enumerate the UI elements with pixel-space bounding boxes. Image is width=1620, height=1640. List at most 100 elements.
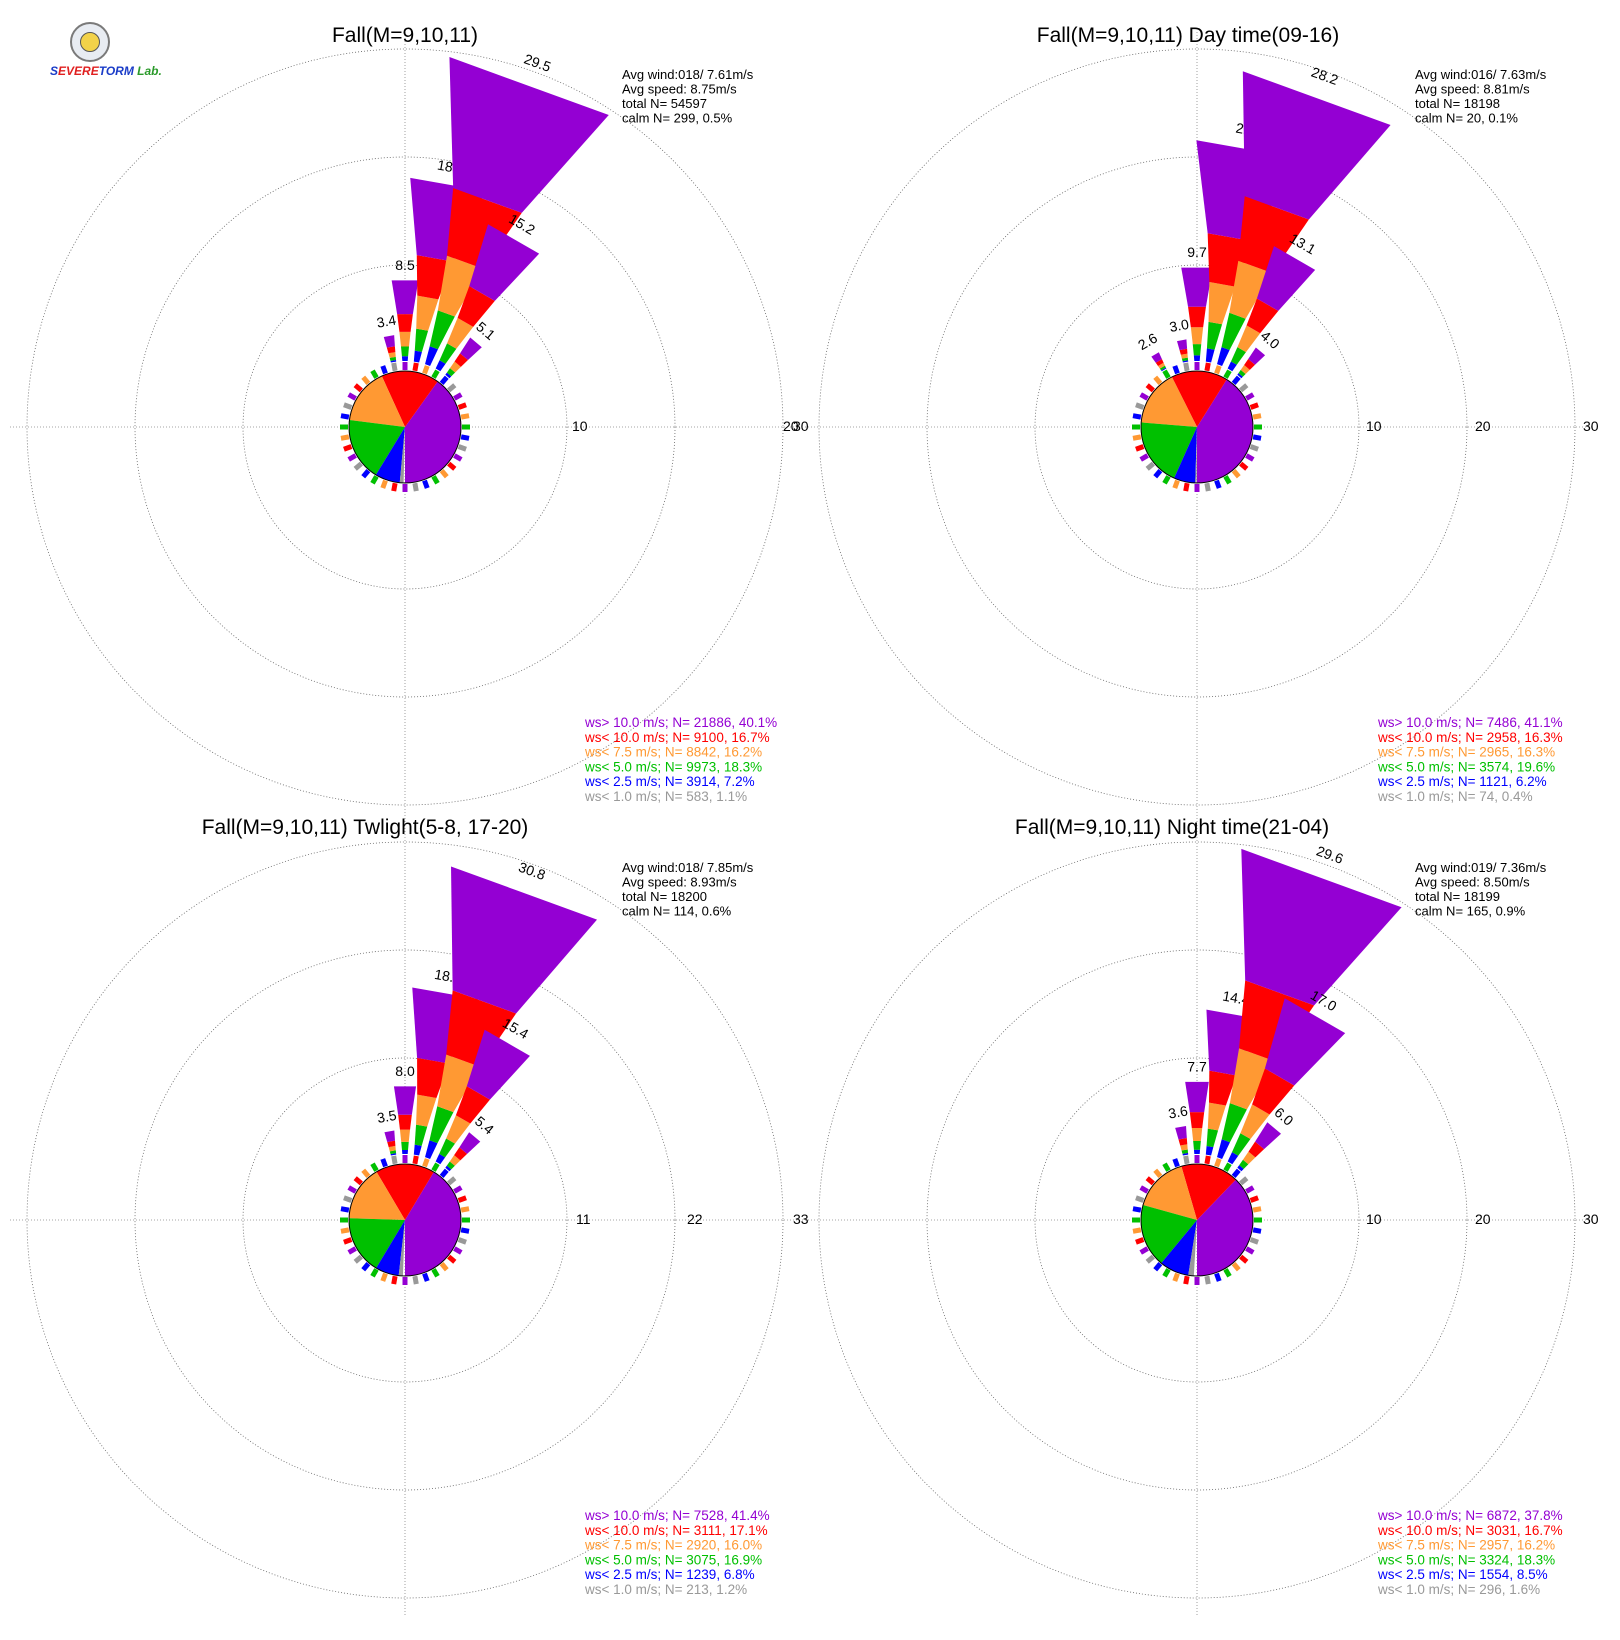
hub-tick xyxy=(1132,413,1142,420)
pie-slice xyxy=(375,427,405,483)
hub-tick xyxy=(1172,479,1180,489)
petal-segment xyxy=(399,1129,411,1142)
hub-tick xyxy=(431,369,440,379)
petal-segment xyxy=(397,314,413,332)
legend-entry: ws< 5.0 m/s; N= 9973, 18.3% xyxy=(584,759,762,774)
petal-segment xyxy=(1238,369,1246,377)
hub-tick xyxy=(1132,1206,1142,1213)
hub-tick xyxy=(1249,1195,1259,1203)
hub-tick xyxy=(1153,1168,1163,1178)
petal-segment xyxy=(446,187,522,269)
hub-tick xyxy=(353,461,363,471)
hub-tick xyxy=(380,1158,388,1168)
pie-slice xyxy=(349,1171,405,1220)
petal-segment xyxy=(439,343,457,364)
hub-tick xyxy=(447,461,457,471)
petal-label: 2.6 xyxy=(1135,329,1160,353)
chart-title: Fall(M=9,10,11) Twlight(5-8, 17-20) xyxy=(202,816,529,839)
range-ring xyxy=(926,156,1468,698)
legend-entry: ws< 7.5 m/s; N= 2965, 16.3% xyxy=(1377,745,1555,760)
petal-segment xyxy=(393,1086,417,1115)
hub-tick xyxy=(439,1262,449,1272)
hub-tick xyxy=(447,1176,457,1186)
hub-tick xyxy=(370,369,379,379)
hub-tick xyxy=(391,362,398,372)
petal-segment xyxy=(1230,347,1246,365)
petal-segment xyxy=(414,1124,428,1146)
stats-line: Avg speed: 8.93m/s xyxy=(622,875,737,890)
petal-segment xyxy=(1242,1151,1256,1165)
seal-emblem-icon xyxy=(80,32,100,52)
petal-segment xyxy=(466,1029,530,1100)
hub-tick xyxy=(1145,383,1155,393)
hub-tick xyxy=(1162,1268,1171,1278)
stats-line: Avg wind:018/ 7.85m/s xyxy=(622,860,754,875)
petal-label: 3.5 xyxy=(376,1107,398,1126)
stats-line: Avg speed: 8.50m/s xyxy=(1415,875,1530,890)
petal-segment xyxy=(1159,365,1166,371)
petal-label: 29.5 xyxy=(522,51,553,75)
hub-tick xyxy=(361,1168,371,1178)
petal-segment xyxy=(401,1141,409,1150)
legend-entry: ws< 1.0 m/s; N= 74, 0.4% xyxy=(1377,789,1533,804)
hub-tick xyxy=(412,482,419,492)
range-ring xyxy=(26,841,784,1599)
range-ring xyxy=(818,48,1576,806)
hub-tick xyxy=(1245,1246,1255,1255)
hub-tick xyxy=(1249,444,1259,452)
petal-segment xyxy=(1176,339,1188,351)
petal-segment xyxy=(1179,348,1188,355)
petal-segment xyxy=(454,353,468,367)
pie-outline xyxy=(348,370,462,484)
hub-tick xyxy=(431,475,440,485)
hub-tick xyxy=(412,1155,419,1165)
hub-tick xyxy=(1239,1254,1249,1264)
petal-segment xyxy=(387,1140,396,1148)
petal-segment xyxy=(1188,306,1206,328)
petal-segment xyxy=(413,350,422,363)
hub-tick xyxy=(447,383,457,393)
hub-tick xyxy=(431,1162,440,1172)
petal-segment xyxy=(1229,260,1273,319)
hub-tick xyxy=(1183,482,1190,492)
pie-slice xyxy=(1141,1205,1197,1264)
petal-segment xyxy=(1246,298,1279,334)
hub-tick xyxy=(1214,1158,1222,1168)
hub-tick xyxy=(1183,362,1190,372)
hub-tick xyxy=(1231,375,1241,385)
hub-tick xyxy=(1223,475,1232,485)
legend-entry: ws< 2.5 m/s; N= 1239, 6.8% xyxy=(584,1567,755,1582)
hub-tick xyxy=(391,482,398,492)
hub-tick xyxy=(361,469,371,479)
petal-segment xyxy=(400,346,410,357)
hub-tick xyxy=(1139,1246,1149,1255)
petal-segment xyxy=(1221,312,1246,351)
legend-entry: ws> 10.0 m/s; N= 21886, 40.1% xyxy=(584,715,777,730)
petal-segment xyxy=(1242,71,1391,220)
stats-line: total N= 18199 xyxy=(1415,889,1500,904)
pie-slice xyxy=(399,427,405,483)
stats-line: total N= 18200 xyxy=(622,889,707,904)
hub-tick xyxy=(353,1176,363,1186)
range-ring xyxy=(1034,264,1360,590)
hub-tick xyxy=(347,1246,357,1255)
ring-label: 20 xyxy=(1475,418,1491,434)
petal-segment xyxy=(1227,1152,1239,1165)
hub-tick xyxy=(1145,1254,1155,1264)
legend-entry: ws< 7.5 m/s; N= 2957, 16.2% xyxy=(1377,1538,1555,1553)
hub-tick xyxy=(1162,1162,1171,1172)
petal-segment xyxy=(1238,196,1309,274)
petal-segment xyxy=(446,368,456,377)
petal-segment xyxy=(1155,359,1164,366)
hub-tick xyxy=(1204,1155,1211,1165)
petal-segment xyxy=(1232,1133,1251,1156)
hub-tick xyxy=(412,362,419,372)
pie-slice xyxy=(398,1220,405,1276)
hub-tick xyxy=(1162,475,1171,485)
pie-slice xyxy=(1174,427,1197,483)
legend-entry: ws< 7.5 m/s; N= 2920, 16.0% xyxy=(584,1538,762,1553)
hub-tick xyxy=(380,1272,388,1282)
legend-entry: ws> 10.0 m/s; N= 6872, 37.8% xyxy=(1377,1508,1563,1523)
hub-tick xyxy=(460,413,470,420)
petal-segment xyxy=(1151,352,1162,363)
